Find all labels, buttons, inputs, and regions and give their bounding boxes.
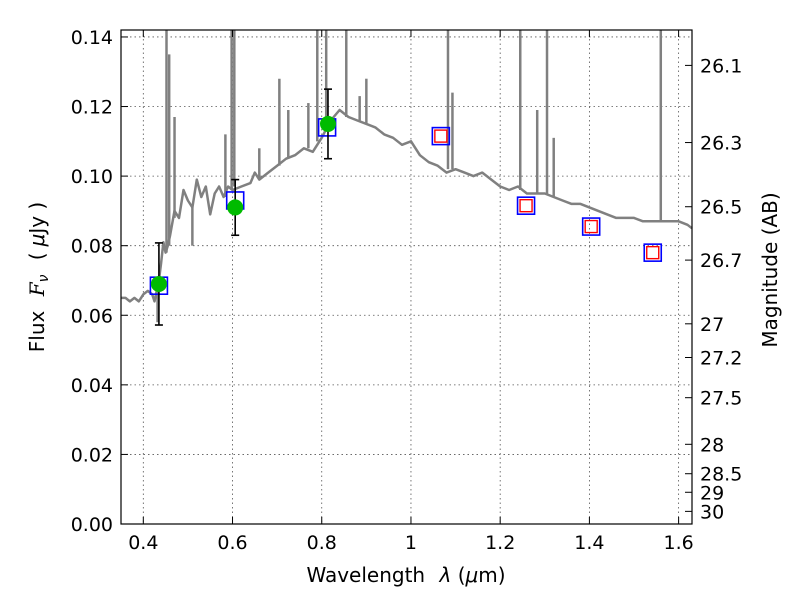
y-axis-label-F: F bbox=[25, 281, 49, 297]
y2-tick-label: 27.5 bbox=[700, 388, 742, 410]
x-tick-label: 0.4 bbox=[128, 532, 158, 554]
model-band-square bbox=[581, 217, 601, 236]
y-tick-label: 0.14 bbox=[71, 27, 113, 49]
predicted-flux-square bbox=[584, 219, 598, 234]
y-tick-label: 0.06 bbox=[71, 305, 113, 327]
x-tick-label: 1 bbox=[405, 532, 417, 554]
x-axis-label-unit-open: ( bbox=[458, 563, 466, 587]
model-sed-line bbox=[121, 108, 693, 303]
y-axis-label-unit-close: Jy ) bbox=[25, 202, 49, 236]
observed-flux-point bbox=[150, 275, 167, 292]
y-tick-label: 0.08 bbox=[71, 236, 113, 258]
y-tick-label: 0.00 bbox=[71, 514, 113, 536]
y2-tick-label: 26.5 bbox=[700, 197, 742, 219]
y2-tick-label: 29 bbox=[700, 482, 724, 504]
plot-frame bbox=[120, 29, 693, 525]
model-band-square bbox=[643, 243, 663, 262]
y-tick-label: 0.02 bbox=[71, 444, 113, 466]
y-axis-label-mu: μ bbox=[25, 234, 49, 248]
x-tick-label: 1.4 bbox=[574, 532, 604, 554]
x-tick-label: 0.8 bbox=[307, 532, 337, 554]
observed-flux-point bbox=[319, 115, 336, 132]
y2-tick-label: 28.5 bbox=[700, 464, 742, 486]
y-tick-label: 0.12 bbox=[71, 97, 113, 119]
y-tick-label: 0.10 bbox=[71, 166, 113, 188]
y-tick-label: 0.04 bbox=[71, 375, 113, 397]
x-tick-label: 1.6 bbox=[664, 532, 694, 554]
y-ticks: 0.00 0.02 0.04 0.06 0.08 0.10 0.12 0.14 bbox=[71, 27, 128, 536]
y2-tick-label: 30 bbox=[700, 501, 724, 523]
y-axis-label-nu: ν bbox=[36, 274, 52, 282]
x-axis-label: Wavelength λ (μm) bbox=[306, 563, 505, 587]
x-tick-label: 0.6 bbox=[217, 532, 247, 554]
x-axis-label-unit-close: m) bbox=[478, 563, 505, 587]
y2-tick-label: 27 bbox=[700, 314, 724, 336]
y-axis-label-text: Flux bbox=[25, 310, 49, 352]
model-band-square bbox=[431, 126, 451, 146]
x-axis-label-mu: μ bbox=[465, 563, 479, 587]
x-axis-label-symbol: λ bbox=[438, 563, 451, 587]
y2-tick-label: 26.3 bbox=[700, 133, 742, 155]
y2-axis-label: Magnitude (AB) bbox=[758, 192, 782, 347]
x-ticks: 0.4 0.6 0.8 1 1.2 1.4 1.6 bbox=[128, 30, 694, 554]
y2-tick-label: 27.2 bbox=[700, 347, 742, 369]
observed-flux-point bbox=[227, 199, 244, 216]
y2-tick-label: 26.1 bbox=[700, 55, 742, 77]
x-axis-label-text: Wavelength bbox=[306, 563, 425, 587]
model-band-square bbox=[516, 196, 536, 215]
grid-lines bbox=[121, 30, 692, 524]
predicted-flux-square bbox=[434, 129, 448, 143]
plot-series bbox=[121, 30, 693, 326]
y2-tick-label: 26.7 bbox=[700, 250, 742, 272]
x-tick-label: 1.2 bbox=[485, 532, 515, 554]
y2-tick-label: 28 bbox=[700, 434, 724, 456]
predicted-flux-square bbox=[519, 198, 533, 213]
predicted-flux-square bbox=[646, 245, 660, 260]
y-axis-label-unit-open: ( bbox=[25, 252, 49, 260]
y-axis-label: Flux Fν ( μJy ) bbox=[25, 202, 53, 352]
